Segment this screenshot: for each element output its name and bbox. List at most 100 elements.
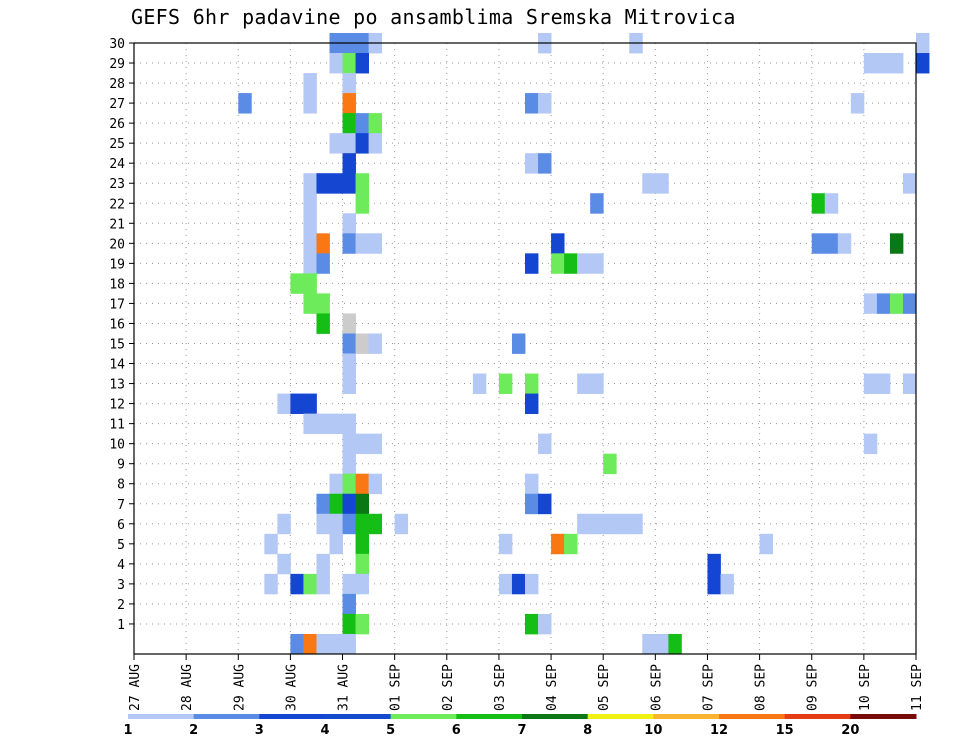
- colorbar-segment: [719, 714, 786, 719]
- colorbar-segment: [390, 714, 457, 719]
- precip-cell: [355, 113, 369, 134]
- precip-cell: [303, 253, 317, 274]
- colorbar-segment: [325, 714, 392, 719]
- precip-cell: [316, 513, 330, 535]
- colorbar-segment: [653, 714, 720, 719]
- precip-cell: [329, 513, 343, 535]
- y-tick-label: 5: [117, 538, 125, 553]
- precip-cell: [850, 93, 865, 114]
- precip-cell: [498, 533, 513, 555]
- precip-cell: [564, 253, 578, 274]
- precip-cell: [329, 133, 343, 154]
- precip-cell: [525, 153, 539, 174]
- precip-cell: [303, 193, 317, 214]
- colorbar-label: 8: [583, 723, 592, 738]
- precip-cell: [355, 473, 369, 495]
- y-tick-label: 30: [109, 37, 125, 52]
- x-tick-label: 06 SEP: [649, 664, 664, 711]
- precip-cell: [863, 433, 878, 455]
- precip-cell: [655, 173, 669, 194]
- precip-cell: [525, 493, 539, 515]
- y-tick-label: 14: [109, 358, 125, 373]
- precip-cell: [316, 493, 330, 515]
- precip-cell: [603, 453, 617, 475]
- precip-cell: [329, 173, 343, 194]
- precip-cell: [837, 233, 852, 254]
- precip-cell: [863, 53, 878, 74]
- colorbar-label: 10: [644, 723, 662, 738]
- precip-cell: [394, 513, 409, 535]
- precip-cell: [603, 513, 617, 535]
- precip-cell: [342, 613, 356, 635]
- precip-cell: [876, 53, 891, 74]
- y-tick-label: 9: [117, 458, 125, 473]
- y-tick-label: 16: [109, 317, 125, 332]
- colorbar-label: 1: [123, 723, 132, 738]
- precip-cell: [368, 133, 383, 154]
- precip-cell: [342, 233, 356, 254]
- precip-cell: [889, 233, 904, 254]
- precip-cell: [342, 593, 356, 615]
- x-tick-label: 02 SEP: [441, 664, 456, 711]
- precip-cell: [720, 573, 734, 595]
- precip-cell: [355, 233, 369, 254]
- precip-cell: [355, 513, 369, 535]
- precip-cell: [342, 53, 356, 74]
- colorbar-segment: [850, 714, 917, 719]
- precip-cell: [824, 193, 839, 214]
- chart-title: GEFS 6hr padavine po ansamblima Sremska …: [131, 5, 736, 29]
- precip-cell: [316, 553, 330, 575]
- precip-cell: [368, 113, 383, 134]
- precip-cell: [316, 313, 330, 334]
- precip-cell: [277, 393, 291, 415]
- y-tick-label: 27: [109, 97, 125, 112]
- precip-cell: [642, 173, 656, 194]
- precip-cell: [290, 633, 304, 655]
- precip-cell: [564, 533, 578, 555]
- y-tick-label: 29: [109, 57, 125, 72]
- precip-cell: [342, 153, 356, 174]
- precip-cell: [577, 373, 591, 394]
- precip-cell: [551, 233, 565, 254]
- precip-cell: [342, 433, 356, 455]
- y-tick-label: 23: [109, 177, 125, 192]
- precip-cell: [590, 373, 604, 394]
- y-tick-label: 15: [109, 337, 125, 352]
- x-tick-label: 03 SEP: [493, 664, 508, 711]
- y-tick-label: 28: [109, 77, 125, 92]
- x-tick-label: 28 AUG: [180, 664, 195, 711]
- precip-cell: [342, 513, 356, 535]
- precip-cell: [902, 373, 917, 394]
- precip-cell: [329, 473, 343, 495]
- precip-cell: [342, 413, 356, 435]
- colorbar-segment: [193, 714, 260, 719]
- precip-cell: [342, 73, 356, 94]
- y-tick-label: 26: [109, 117, 125, 132]
- precip-cell: [889, 53, 904, 74]
- precip-cell: [902, 293, 917, 314]
- precip-cell: [811, 233, 826, 254]
- precip-cell: [525, 93, 539, 114]
- precip-cell: [525, 613, 539, 635]
- precip-cell: [316, 573, 330, 595]
- precip-cell: [551, 533, 565, 555]
- precip-cell: [329, 493, 343, 515]
- precip-cell: [368, 433, 383, 455]
- x-tick-label: 01 SEP: [389, 664, 404, 711]
- precip-cell: [290, 573, 304, 595]
- precip-cell: [342, 373, 356, 394]
- precip-cell: [355, 173, 369, 194]
- precip-cell: [889, 293, 904, 314]
- colorbar-label: 15: [776, 723, 794, 738]
- colorbar-label: 12: [710, 723, 728, 738]
- y-tick-label: 22: [109, 197, 125, 212]
- x-tick-label: 04 SEP: [545, 664, 560, 711]
- y-tick-label: 12: [109, 398, 125, 413]
- precip-cell: [525, 573, 539, 595]
- x-tick-label: 08 SEP: [754, 664, 769, 711]
- precip-cell: [863, 293, 878, 314]
- precip-cell: [342, 353, 356, 374]
- precip-cell: [707, 573, 721, 595]
- precip-cell: [355, 533, 369, 555]
